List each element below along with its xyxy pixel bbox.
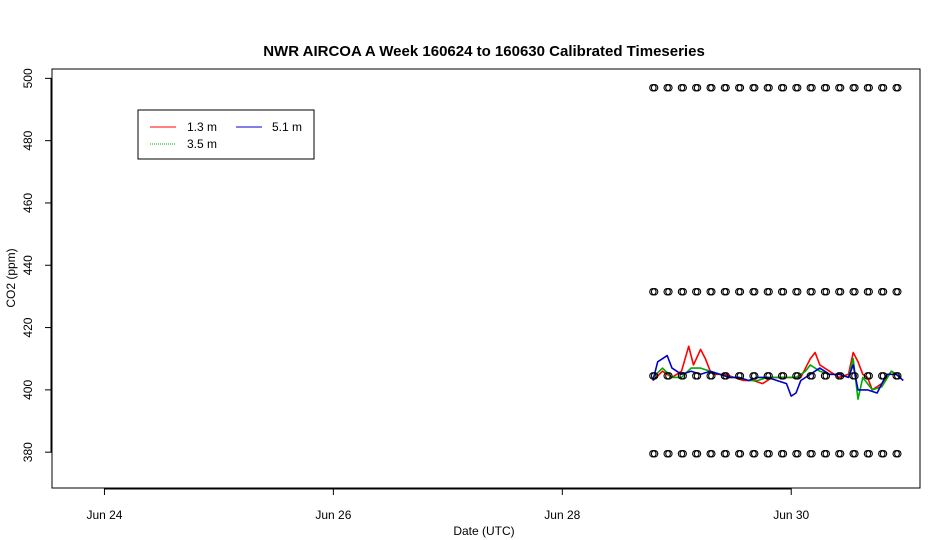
calibration-point [736,372,745,380]
calibration-point [650,372,659,380]
legend-label-3-5m: 3.5 m [187,137,217,151]
legend-box [137,109,315,160]
calibration-point [736,83,745,92]
calibration-point [665,83,673,92]
calibration-point [765,372,773,380]
calibration-point [722,83,730,92]
calibration-point [708,372,716,380]
calibration-point [679,83,687,92]
calibration-point [665,372,673,380]
calibration-point [808,372,816,380]
calibration-point [836,287,845,296]
y-tick-label: 440 [21,255,35,275]
calibration-point [708,83,716,92]
calibration-point [722,449,730,458]
calibration-point [793,83,802,92]
calibration-point [822,83,831,92]
calibration-point [708,287,716,296]
calibration-point [836,372,845,380]
calibration-point [679,372,687,380]
calibration-point [665,449,673,458]
calibration-point [693,83,702,92]
calibration-point [836,83,845,92]
calibration-point [650,449,659,458]
calibration-point [894,83,902,92]
calibration-point [879,449,888,458]
calibration-point [808,83,816,92]
calibration-point [894,372,902,380]
calibration-point [779,372,788,380]
y-axis-label: CO2 (ppm) [4,248,18,307]
calibration-point [665,287,673,296]
calibration-point [865,372,873,380]
y-tick-label: 420 [21,317,35,337]
calibration-point [722,287,730,296]
calibration-point [879,372,888,380]
calibration-point [851,83,859,92]
x-tick-label: Jun 24 [86,508,122,522]
calibration-point [750,83,759,92]
calibration-point [736,287,745,296]
y-tick-label: 400 [21,380,35,400]
calibration-point [865,83,873,92]
calibration-point [879,287,888,296]
calibration-point [708,449,716,458]
calibration-point [722,372,730,380]
calibration-point [822,287,831,296]
calibration-point [793,449,802,458]
calibration-point [765,449,773,458]
calibration-point [750,287,759,296]
y-axis: 380 400 420 440 460 480 500 [21,68,52,462]
calibration-point [693,287,702,296]
y-tick-label: 380 [21,442,35,462]
legend: 1.3 m 3.5 m 5.1 m [137,109,315,160]
calibration-point [851,287,859,296]
calibration-point [679,449,687,458]
calibration-points [649,83,902,458]
calibration-point [693,449,702,458]
x-axis: Jun 24 Jun 26 Jun 28 Jun 30 [86,488,810,522]
calibration-point [793,372,802,380]
plot-frame [51,68,921,489]
legend-label-1-3m: 1.3 m [187,120,217,134]
calibration-point [894,449,902,458]
calibration-point [679,287,687,296]
calibration-point [879,83,888,92]
y-tick-label: 500 [21,68,35,88]
calibration-point [822,449,831,458]
calibration-point [750,372,759,380]
y-tick-label: 460 [21,193,35,213]
calibration-point [836,449,845,458]
calibration-point [779,83,788,92]
calibration-point [779,287,788,296]
calibration-point [865,449,873,458]
series-line-5-1-m [652,354,904,397]
chart-title: NWR AIRCOA A Week 160624 to 160630 Calib… [263,43,705,60]
calibration-point [808,287,816,296]
calibration-point [736,449,745,458]
calibration-point [865,287,873,296]
calibration-point [793,287,802,296]
calibration-point [894,287,902,296]
x-tick-label: Jun 30 [773,508,809,522]
calibration-point [650,287,659,296]
calibration-point [693,372,702,380]
calibration-point [779,449,788,458]
calibration-point [650,83,659,92]
calibration-point [822,372,831,380]
calibration-point [851,449,859,458]
x-axis-label: Date (UTC) [453,524,514,538]
calibration-point [765,83,773,92]
x-tick-label: Jun 28 [544,508,580,522]
x-tick-label: Jun 26 [315,508,351,522]
calibration-point [808,449,816,458]
calibration-point [765,287,773,296]
calibration-point [851,372,859,380]
legend-label-5-1m: 5.1 m [272,120,302,134]
calibration-point [750,449,759,458]
series-line-3-5-m [652,357,902,400]
y-tick-label: 480 [21,130,35,150]
